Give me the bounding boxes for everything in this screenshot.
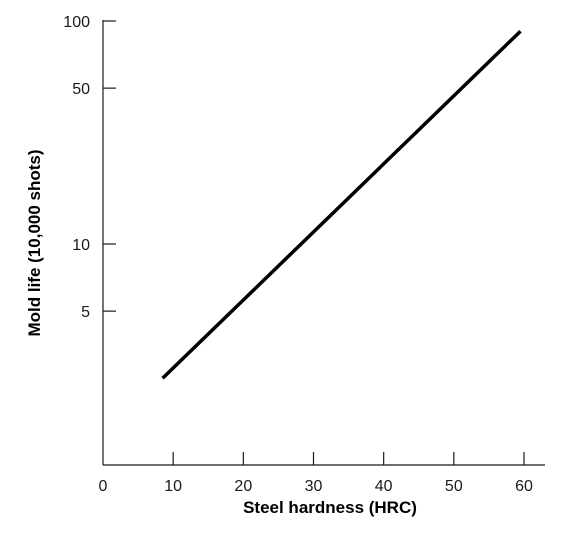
y-tick-label: 10 <box>72 237 90 254</box>
x-tick-label: 30 <box>305 478 323 495</box>
y-tick-label: 50 <box>72 81 90 98</box>
y-tick-label: 5 <box>81 304 90 321</box>
x-tick-label: 20 <box>234 478 252 495</box>
x-tick-label: 60 <box>515 478 533 495</box>
x-axis-title: Steel hardness (HRC) <box>243 498 417 517</box>
y-ticks: 5 10 50 100 <box>63 14 116 321</box>
y-axis-title: Mold life (10,000 shots) <box>25 149 44 336</box>
x-ticks: 0 10 20 30 40 50 60 <box>99 452 533 495</box>
series-group <box>161 29 522 380</box>
axes <box>102 20 545 466</box>
x-tick-label: 10 <box>164 478 182 495</box>
x-tick-label: 40 <box>375 478 393 495</box>
y-tick-label: 100 <box>63 14 90 31</box>
series-line <box>161 29 522 380</box>
x-tick-label: 0 <box>99 478 108 495</box>
x-tick-label: 50 <box>445 478 463 495</box>
